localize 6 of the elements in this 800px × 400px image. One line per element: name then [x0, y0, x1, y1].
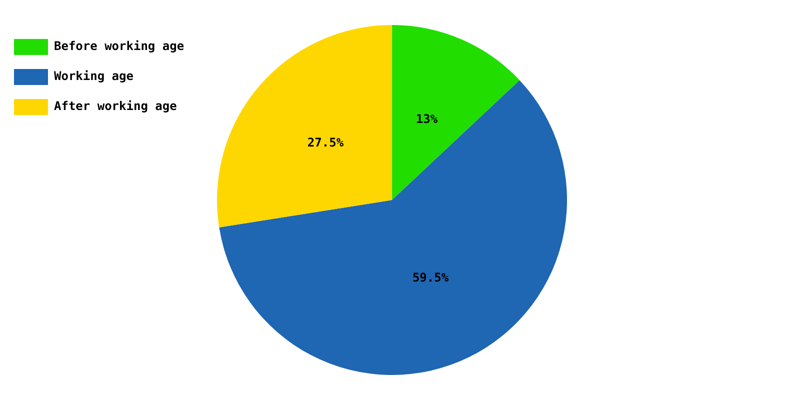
legend-label: Before working age [54, 39, 184, 54]
data-label: 13% [416, 112, 438, 126]
legend-label: After working age [54, 99, 177, 114]
legend-label: Working age [54, 69, 134, 84]
data-label: 27.5% [307, 135, 344, 150]
data-label: 59.5% [412, 270, 450, 285]
